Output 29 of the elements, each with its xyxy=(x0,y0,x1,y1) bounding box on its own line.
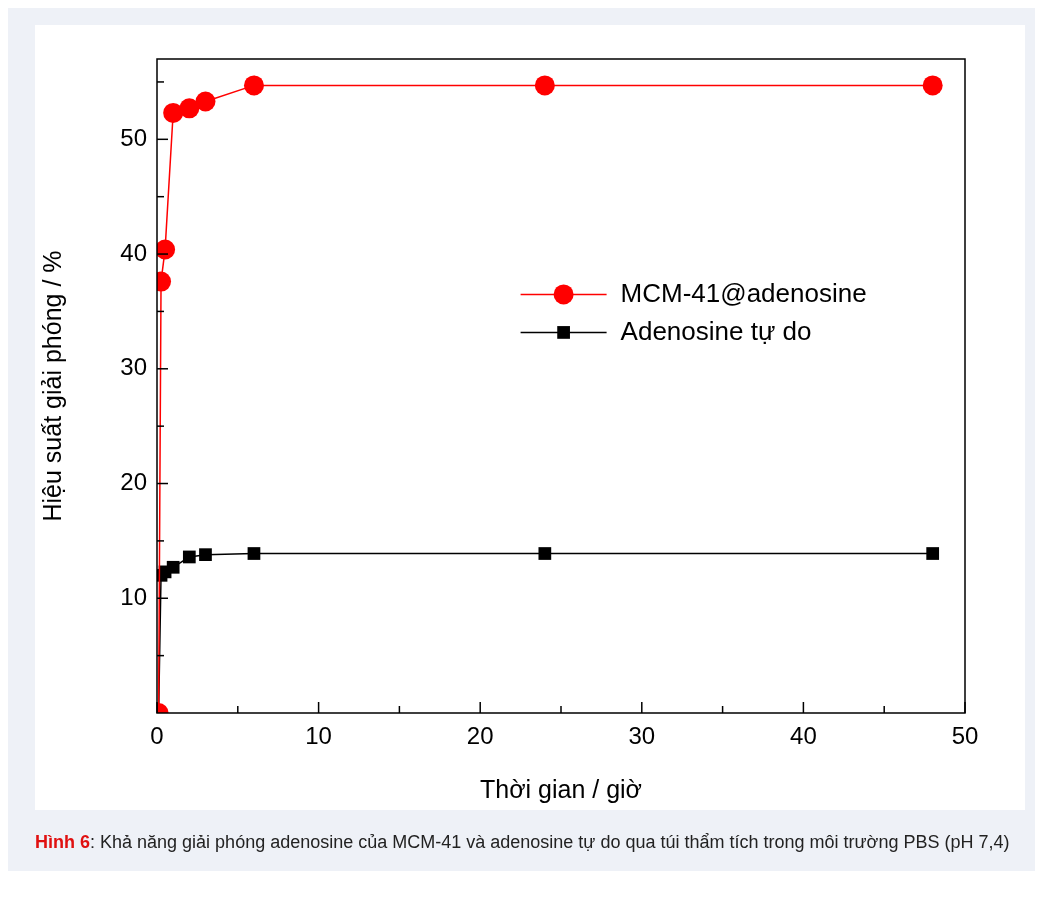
y-tick-label: 10 xyxy=(120,582,147,610)
x-axis-title: Thời gian / giờ xyxy=(479,774,643,803)
y-axis-title: Hiệu suất giải phóng / % xyxy=(37,250,66,522)
point xyxy=(243,75,264,96)
x-tick-label: 10 xyxy=(305,721,332,749)
y-tick-label: 40 xyxy=(120,238,147,266)
point xyxy=(247,547,261,560)
point xyxy=(195,91,216,112)
legend-label: MCM-41@adenosine xyxy=(620,277,867,308)
point xyxy=(534,75,555,96)
x-tick-label: 30 xyxy=(628,721,656,749)
point xyxy=(179,98,200,119)
point xyxy=(182,550,196,564)
point xyxy=(538,547,552,560)
text: Hình 6: Khả năng giải phóng adenosine của MCM-41 và adenosine tự do qua túi thẩm tích trong môi trường PBS (pH 7,4) xyxy=(34,831,1011,854)
x-tick-label: 50 xyxy=(951,721,979,749)
y-tick-label: 30 xyxy=(120,353,147,381)
point xyxy=(922,75,943,96)
y-tick-label: 20 xyxy=(120,468,147,496)
point xyxy=(926,547,940,560)
point xyxy=(199,548,212,562)
x-tick-label: 20 xyxy=(466,721,494,749)
legend-label: Adenosine tự do xyxy=(620,315,812,346)
point xyxy=(157,239,176,260)
y-tick-label: 50 xyxy=(120,123,147,151)
x-tick-label: 0 xyxy=(150,721,164,749)
point xyxy=(166,560,180,574)
point xyxy=(163,102,184,123)
x-tick-label: 40 xyxy=(790,721,817,749)
